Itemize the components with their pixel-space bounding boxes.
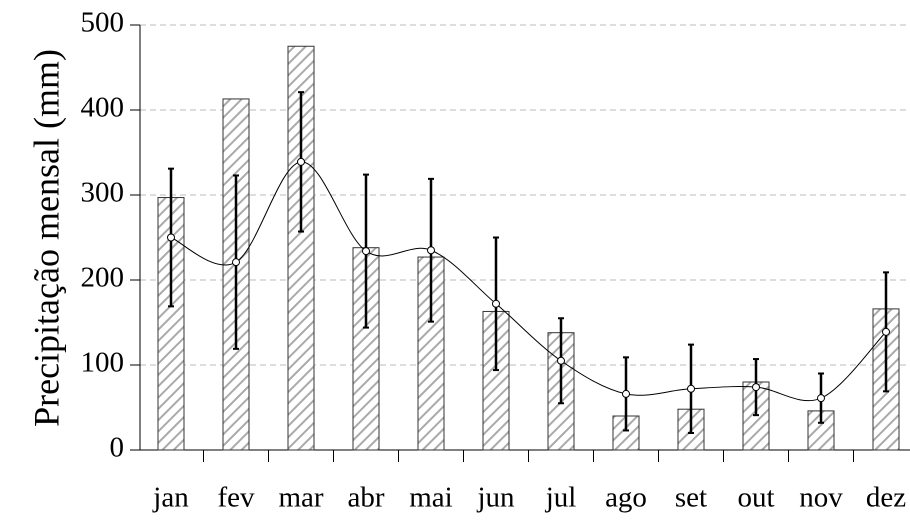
- y-axis-label: Precipitação mensal (mm): [26, 49, 66, 427]
- y-tick-label: 200: [81, 262, 125, 294]
- mean-point: [622, 389, 630, 398]
- y-tick-label: 500: [81, 7, 125, 39]
- mean-point: [882, 327, 890, 336]
- x-tick-label: nov: [799, 482, 843, 514]
- mean-line: [170, 161, 887, 402]
- x-tick-label: jun: [476, 482, 515, 514]
- mean-point: [427, 246, 435, 255]
- mean-point: [232, 258, 240, 267]
- mean-point: [167, 233, 175, 242]
- mean-point: [362, 247, 370, 256]
- mean-point: [492, 299, 500, 308]
- x-tick-label: dez: [866, 482, 906, 514]
- y-tick-label: 0: [110, 432, 125, 464]
- y-tick-label: 400: [81, 92, 125, 124]
- mean-point: [297, 157, 305, 166]
- mean-point: [817, 394, 825, 403]
- y-tick-label: 300: [81, 177, 125, 209]
- x-tick-label: ago: [605, 482, 647, 514]
- x-tick-label: jan: [152, 482, 189, 514]
- mean-point: [687, 384, 695, 393]
- y-tick-label: 100: [81, 347, 125, 379]
- mean-point: [752, 383, 760, 392]
- mean-point: [557, 356, 565, 365]
- x-tick-label: set: [675, 482, 707, 514]
- x-tick-label: out: [737, 482, 774, 514]
- x-tick-label: mar: [278, 482, 323, 514]
- x-tick-label: abr: [347, 482, 384, 514]
- x-tick-label: fev: [217, 482, 255, 514]
- x-tick-label: jul: [545, 482, 577, 514]
- x-tick-label: mai: [409, 482, 453, 514]
